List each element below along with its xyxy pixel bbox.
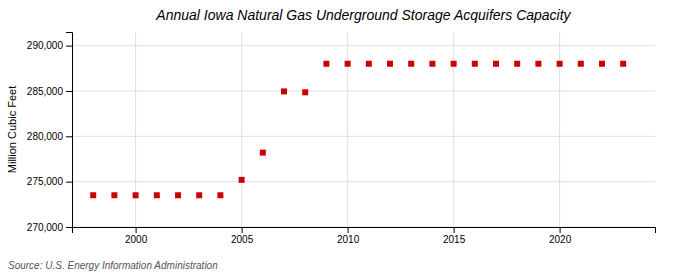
- tick: 285,000: [27, 86, 72, 97]
- tick: 270,000: [27, 222, 72, 233]
- point: [535, 61, 541, 67]
- tick: 2015: [443, 227, 466, 245]
- tick: 2000: [125, 227, 148, 245]
- point: [345, 61, 351, 67]
- tick-mark: [66, 46, 72, 47]
- point: [557, 61, 563, 67]
- point: [493, 61, 499, 67]
- grid-line-y: [72, 45, 655, 46]
- tick: 2020: [549, 227, 572, 245]
- source: Source: U.S. Energy Information Administ…: [8, 260, 218, 271]
- axis-line: [66, 33, 73, 228]
- tick-label: 280,000: [27, 131, 64, 142]
- point: [429, 61, 435, 67]
- point: [260, 150, 266, 156]
- tick: 275,000: [27, 176, 72, 187]
- point: [366, 61, 372, 67]
- point: [620, 61, 626, 67]
- point: [599, 61, 605, 67]
- tick-label: 2005: [231, 234, 254, 245]
- tick-mark: [454, 227, 455, 233]
- tick-mark: [66, 227, 72, 228]
- x-axis: 2000 2005 2010 2015 2020: [73, 227, 656, 245]
- point: [217, 192, 223, 198]
- tick-label: 2020: [549, 234, 572, 245]
- tick-label: 275,000: [27, 176, 64, 187]
- grid-line-y: [72, 181, 655, 182]
- grid-line-y: [72, 136, 655, 137]
- point: [514, 61, 520, 67]
- tick-label: 2000: [125, 234, 148, 245]
- y-axis: 270,000 275,000 280,000 285,000 290,000: [27, 33, 73, 233]
- axis-line: [73, 228, 656, 234]
- point: [387, 61, 393, 67]
- tick: 290,000: [27, 40, 72, 51]
- grid: [72, 32, 655, 227]
- points: [90, 61, 626, 199]
- point: [90, 192, 96, 198]
- point: [323, 61, 329, 67]
- point: [578, 61, 584, 67]
- point: [472, 61, 478, 67]
- y-axis-title: Million Cubic Feet: [6, 86, 18, 173]
- grid-line-x: [241, 32, 242, 227]
- tick-label: 285,000: [27, 86, 64, 97]
- point: [175, 192, 181, 198]
- point: [111, 192, 117, 198]
- point: [239, 177, 245, 183]
- tick-mark: [348, 227, 349, 233]
- tick-label: 2015: [443, 234, 466, 245]
- point: [154, 192, 160, 198]
- point: [302, 89, 308, 95]
- tick: 2005: [231, 227, 254, 245]
- tick-mark: [66, 91, 72, 92]
- point: [408, 61, 414, 67]
- title: Annual Iowa Natural Gas Underground Stor…: [155, 7, 571, 23]
- tick: 280,000: [27, 131, 72, 142]
- point: [281, 88, 287, 94]
- tick-mark: [66, 182, 72, 183]
- tick: 2010: [337, 227, 360, 245]
- tick-mark: [242, 227, 243, 233]
- tick-label: 270,000: [27, 222, 64, 233]
- tick-mark: [136, 227, 137, 233]
- plot-area: 2000 2005 2010 2015 2020 270,000 275,000 280,00…: [27, 32, 656, 245]
- tick-mark: [66, 136, 72, 137]
- tick-label: 290,000: [27, 40, 64, 51]
- point: [451, 61, 457, 67]
- point: [196, 192, 202, 198]
- tick-label: 2010: [337, 234, 360, 245]
- chart: 2000 2005 2010 2015 2020 270,000 275,000 280,00…: [0, 0, 675, 275]
- grid-line-y: [72, 90, 655, 91]
- tick-mark: [560, 227, 561, 233]
- point: [133, 192, 139, 198]
